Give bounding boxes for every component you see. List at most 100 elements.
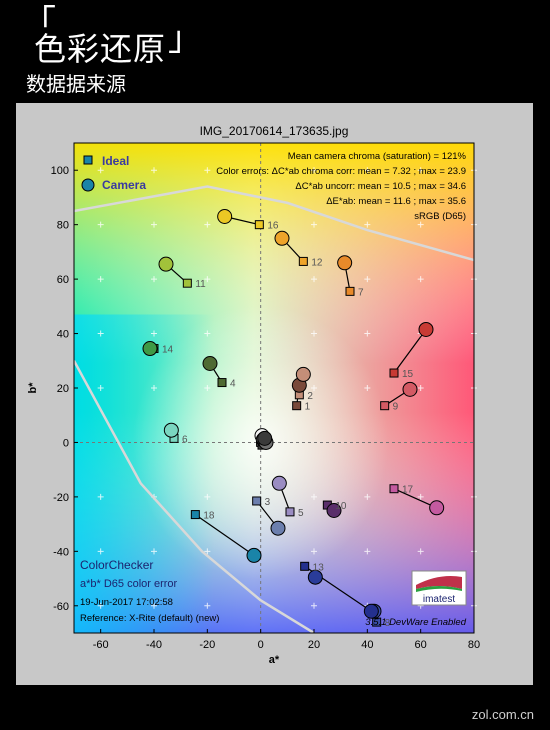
ideal-marker-11 xyxy=(182,278,192,288)
logo-swoosh-red xyxy=(416,576,462,589)
grid-cross xyxy=(364,167,371,174)
camera-marker-2 xyxy=(295,366,311,382)
grid-cross xyxy=(204,602,211,609)
camera-marker-19 xyxy=(307,569,323,585)
y-tick-label: 0 xyxy=(63,437,69,449)
error-line-15 xyxy=(393,329,427,374)
camera-marker-7 xyxy=(337,255,353,271)
patch-label-9: 9 xyxy=(393,402,399,413)
gamut-curve-upper xyxy=(74,185,474,262)
x-tick-label: 80 xyxy=(468,639,480,651)
info-line-2: a*b* D65 color error xyxy=(80,578,178,590)
grid-cross xyxy=(151,385,157,391)
ideal-markers xyxy=(149,220,399,627)
camera-markers xyxy=(142,209,445,619)
camera-marker-10 xyxy=(326,503,342,518)
x-tick-label: 20 xyxy=(308,639,320,651)
legend: Ideal Camera xyxy=(81,154,146,192)
patch-label-7: 7 xyxy=(358,287,364,298)
grid-cross xyxy=(97,602,104,609)
camera-marker-4 xyxy=(202,356,218,371)
grid-cross xyxy=(151,548,157,555)
page-subtitle: 数据据来源 xyxy=(26,72,126,96)
legend-ideal-swatch xyxy=(83,155,93,165)
y-tick-label: 80 xyxy=(57,220,69,232)
patch-label-15: 15 xyxy=(402,369,414,380)
grid-cross xyxy=(311,385,317,391)
patch-label-17: 17 xyxy=(402,485,414,496)
patch-label-14: 14 xyxy=(162,345,174,356)
camera-marker-13 xyxy=(363,603,379,619)
stats-box: Mean camera chroma (saturation) = 121% Co… xyxy=(216,151,466,222)
camera-marker-15 xyxy=(418,321,434,337)
x-tick-label: -40 xyxy=(146,639,162,651)
legend-camera-label: Camera xyxy=(102,178,146,192)
grid-cross xyxy=(311,602,317,609)
grid-cross xyxy=(204,276,211,283)
ideal-marker-4 xyxy=(217,378,227,388)
grid-cross xyxy=(311,330,317,337)
ideal-marker-16 xyxy=(254,220,264,230)
camera-marker-16 xyxy=(217,209,233,224)
grid-cross xyxy=(151,602,157,609)
error-line-17 xyxy=(393,488,437,509)
ideal-marker-5 xyxy=(285,507,295,517)
x-tick-label: -20 xyxy=(199,639,215,651)
ideal-marker-9 xyxy=(380,401,390,411)
grid-cross xyxy=(364,548,371,555)
grid-cross xyxy=(97,221,104,228)
version-text: 3.5.1 DevWare Enabled xyxy=(365,617,466,628)
camera-marker-18 xyxy=(246,547,262,563)
patch-label-12: 12 xyxy=(311,257,323,268)
logo-text: imatest xyxy=(423,594,455,605)
grid-cross xyxy=(204,385,211,391)
title-close-bracket: 」 xyxy=(168,19,202,59)
grid-cross xyxy=(204,221,211,228)
y-tick-label: 100 xyxy=(51,165,69,177)
grid-cross xyxy=(417,167,424,174)
page-header: 「 色彩还原 」 数据据来源 xyxy=(0,0,550,100)
grid-cross xyxy=(417,385,424,391)
grid-cross xyxy=(417,493,424,500)
stats-line-4: ΔE*ab: mean = 11.6 ; max = 35.6 xyxy=(326,196,466,207)
grid-cross xyxy=(417,548,424,555)
grid-cross xyxy=(417,221,424,228)
camera-marker-24 xyxy=(257,430,273,446)
grid-cross xyxy=(364,385,371,391)
patch-label-8: 8 xyxy=(385,618,391,629)
ideal-marker-3 xyxy=(252,496,262,506)
ideal-marker-18 xyxy=(190,510,200,520)
stats-line-5: sRGB (D65) xyxy=(414,211,466,222)
grid-cross xyxy=(204,548,211,555)
grid-cross xyxy=(417,276,424,283)
ab-color-error-chart: IMG_20170614_173635.jpg 1234567891011121… xyxy=(27,124,480,666)
patch-label-11: 11 xyxy=(195,279,206,290)
chart-title: IMG_20170614_173635.jpg xyxy=(200,124,349,138)
grid-cross xyxy=(204,330,211,337)
grid-cross xyxy=(151,276,157,283)
ideal-marker-12 xyxy=(298,256,308,266)
camera-marker-5 xyxy=(271,475,287,491)
x-tick-label: 60 xyxy=(415,639,427,651)
y-axis-label: b* xyxy=(27,382,39,394)
ideal-marker-1 xyxy=(292,401,302,411)
camera-marker-14 xyxy=(142,341,158,357)
grid-cross xyxy=(97,167,104,174)
gamut-curve-lower xyxy=(74,360,315,633)
info-line-4: Reference: X-Rite (default) (new) xyxy=(80,613,219,624)
patch-label-16: 16 xyxy=(267,221,279,232)
y-tick-label: -60 xyxy=(53,601,69,613)
patch-label-1: 1 xyxy=(305,402,311,413)
grid-cross xyxy=(311,167,317,174)
grid-cross xyxy=(364,221,371,228)
grid-cross xyxy=(311,548,317,555)
camera-marker-9 xyxy=(402,381,418,397)
axes: -60 -40 -20 0 20 40 60 80 -60 -40 -20 0 20 40 60 80 100 a… xyxy=(27,142,480,666)
imatest-logo: imatest xyxy=(411,570,467,606)
legend-camera-swatch xyxy=(81,178,95,192)
gamut-boundary xyxy=(74,185,474,633)
ideal-marker-7 xyxy=(345,286,355,296)
camera-marker-17 xyxy=(429,500,445,516)
camera-marker-3 xyxy=(270,520,286,536)
grid-cross xyxy=(204,167,211,174)
